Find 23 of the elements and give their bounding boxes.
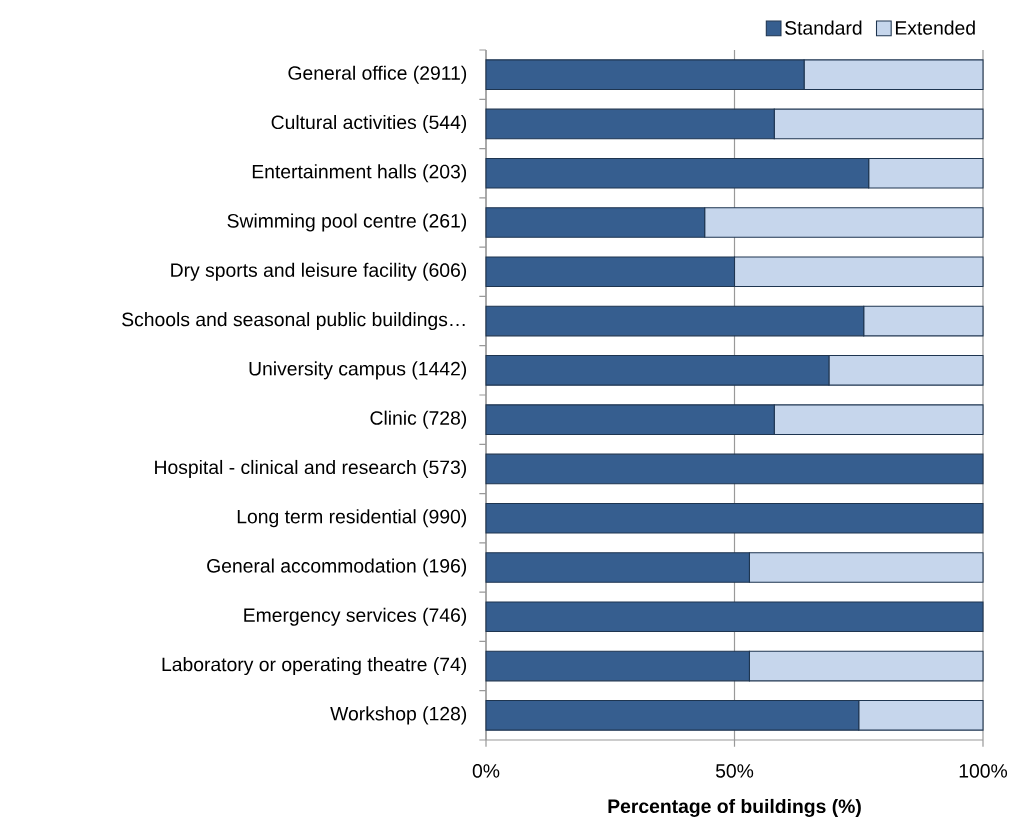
y-tick-label: Cultural activities (544) [271,114,467,133]
y-tick-label: Swimming pool centre (261) [227,213,467,232]
x-axis-title: Percentage of buildings (%) [608,798,861,817]
x-tick-label: 100% [959,764,1008,778]
y-tick-label: University campus (1442) [249,361,467,380]
x-tick-label: 0% [472,764,500,778]
y-tick-label: Entertainment halls (203) [252,164,467,183]
legend-label: Extended [895,20,975,35]
bar [485,453,984,485]
legend-label: Standard [785,20,862,35]
y-tick-label: Clinic (728) [370,410,467,429]
y-tick-label: Laboratory or operating theatre (74) [162,657,467,676]
y-tick-label: Hospital - clinical and research (573) [155,459,467,478]
y-tick-label: Emergency services (746) [244,607,467,626]
y-tick-label: General office (2911) [288,65,467,84]
x-tick-label: 50% [715,764,754,778]
y-tick-label: Dry sports and leisure facility (606) [171,262,467,281]
y-tick-label: Workshop (128) [330,706,467,725]
y-tick-label: Schools and seasonal public buildings… [122,312,465,331]
y-tick-label: Long term residential (990) [237,509,467,528]
bar [485,502,984,534]
bar [485,601,984,633]
y-tick-label: General accommodation (196) [207,558,467,577]
